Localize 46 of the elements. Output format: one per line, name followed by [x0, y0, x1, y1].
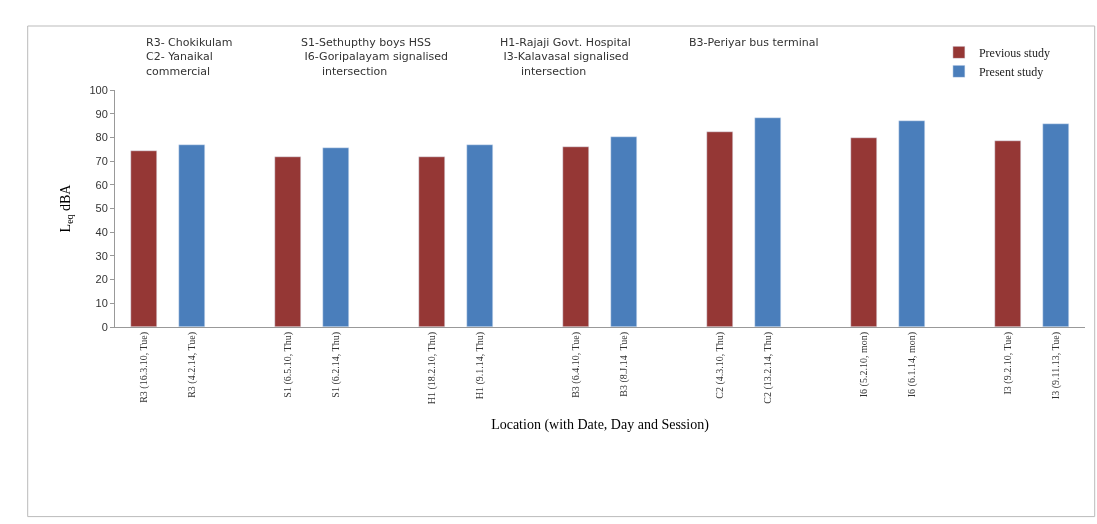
y-tick-label: 30 [95, 249, 108, 262]
x-tick-label: H1 (9.1.14, Thu) [474, 332, 487, 400]
bar [1042, 123, 1069, 327]
x-tick-label: C2 (4.3.10, Thu) [714, 332, 727, 399]
text: R3- Chokikulam C2- Yanaikal commercial [146, 36, 233, 78]
y-tick-label: 40 [95, 226, 108, 239]
bar [754, 117, 781, 327]
x-tick-label: I6 (5.2.10, mon) [858, 332, 871, 398]
bar [994, 140, 1021, 327]
bar [178, 144, 205, 327]
y-tick-label: 0 [101, 320, 108, 333]
bar [322, 147, 349, 327]
legend-label: Present study [978, 65, 1044, 80]
bar [562, 146, 589, 327]
x-tick-label: R3 (4.2.14, Tue) [186, 332, 199, 398]
text: H1-Rajaji Govt. Hospital I3-Kalavasal signalised intersection [500, 36, 631, 78]
bar [466, 144, 493, 327]
x-tick-label: H1 (18.2.10, Thu) [426, 332, 439, 405]
bar [850, 137, 877, 327]
legend-label: Previous study [978, 46, 1050, 61]
text: B3-Periyar bus terminal [689, 36, 819, 49]
y-tick-label: 100 [89, 83, 108, 96]
x-tick-label: C2 (13.2.14, Thu) [762, 332, 775, 404]
bar [130, 150, 157, 327]
x-tick-label: I6 (6.1.14, mon) [906, 332, 919, 398]
x-tick-label: S1 (6.2.14, Thu) [330, 332, 343, 398]
bar [706, 131, 733, 327]
bar [898, 120, 925, 327]
bar [274, 156, 301, 327]
x-tick-label: I3 (9.2.10, Tue) [1002, 332, 1015, 395]
y-tick-label: 20 [95, 273, 108, 286]
x-tick-label: B3 (6.4.10, Tue) [570, 332, 583, 398]
y-tick-label: 60 [95, 178, 108, 191]
y-tick-label: 70 [95, 154, 108, 167]
bar [418, 156, 445, 327]
text: S1-Sethupthy boys HSS I6-Goripalayam signalised intersection [301, 36, 449, 78]
bar [610, 136, 637, 327]
y-tick-label: 50 [95, 202, 108, 215]
y-tick-label: 10 [95, 297, 108, 310]
x-tick-label: R3 (16.3.10, Tue) [138, 332, 151, 403]
y-tick-label: 90 [95, 107, 108, 120]
x-axis-title: Location (with Date, Day and Session) [491, 416, 710, 433]
x-tick-label: I3 (9.11.13, Tue) [1050, 332, 1063, 400]
x-tick-label: B3 (8.J.14 Tue) [618, 332, 631, 397]
y-tick-label: 80 [95, 131, 108, 144]
x-tick-label: S1 (6.5.10, Thu) [282, 332, 295, 398]
